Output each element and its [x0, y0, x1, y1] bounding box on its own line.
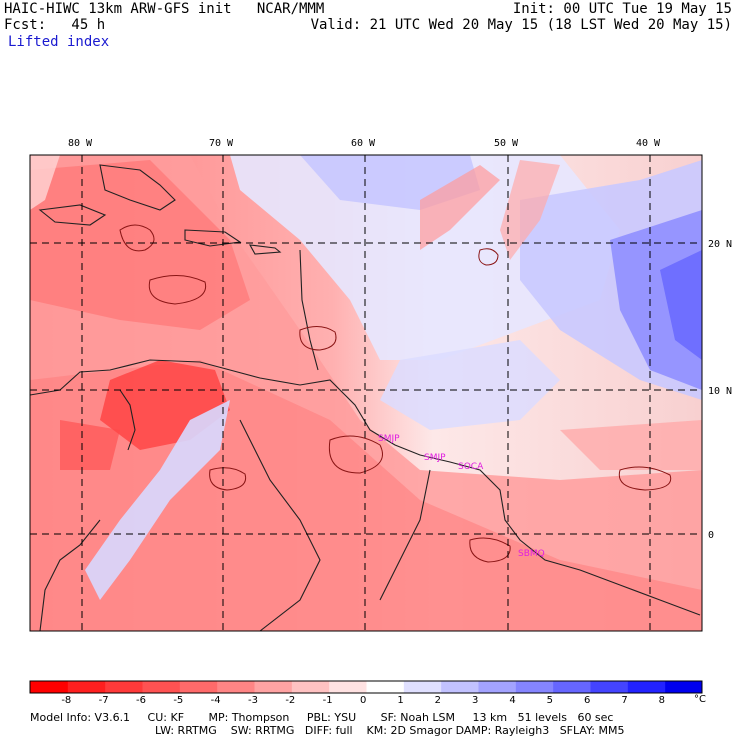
station-label: SMJP: [424, 453, 446, 463]
colorbar-tick-label: -4: [210, 695, 221, 706]
colorbar-swatch: [30, 681, 68, 693]
colorbar-tick-label: -3: [248, 695, 258, 706]
colorbar-swatch: [216, 681, 255, 693]
valid-time: Valid: 21 UTC Wed 20 May 15 (18 LST Wed …: [310, 17, 732, 33]
map-frame: [29, 154, 703, 632]
li-contours: [119, 224, 672, 563]
coastlines: [30, 164, 701, 631]
colorbar-tick-label: 4: [509, 695, 516, 706]
colorbar-tick-label: 7: [621, 695, 628, 706]
station-labels: SMJP SMJP SOCA SBMQ: [378, 434, 545, 559]
colorbar-swatch: [478, 681, 516, 693]
colorbar-tick-label: 5: [546, 695, 554, 706]
colorbar-swatch: [67, 681, 106, 693]
colorbar-swatch: [664, 681, 703, 693]
colorbar-tick-label: 2: [434, 695, 442, 706]
model-info-line1: Model Info: V3.6.1 CU: KF MP: Thompson P…: [30, 711, 614, 724]
colorbar-tick-label: 6: [584, 695, 591, 706]
lon-label: 60 W: [351, 138, 376, 149]
lon-label: 80 W: [68, 138, 93, 149]
init-time: Init: 00 UTC Tue 19 May 15: [512, 1, 732, 17]
colorbar-swatch: [552, 681, 591, 693]
colorbar-swatch: [291, 681, 330, 693]
latitude-labels: 20 N 10 N 0: [708, 239, 732, 541]
colorbar-tick-label: -6: [136, 695, 146, 706]
station-label: SOCA: [458, 462, 484, 472]
lon-label: 70 W: [209, 138, 234, 149]
forecast-hour: Fcst: 45 h: [4, 17, 106, 33]
map-field: [30, 155, 702, 631]
model-title: HAIC-HIWC 13km ARW-GFS init NCAR/MMM: [4, 1, 325, 17]
lat-label: 10 N: [708, 386, 732, 397]
colorbar-swatch: [403, 681, 442, 693]
graticule: [30, 155, 702, 631]
lon-label: 50 W: [494, 138, 519, 149]
model-info-line2: LW: RRTMG SW: RRTMG DIFF: full KM: 2D Sm…: [155, 724, 625, 737]
station-label: SBMQ: [518, 549, 545, 559]
colorbar-swatch: [515, 681, 554, 693]
colorbar-swatch: [104, 681, 143, 693]
colorbar-tick-label: -5: [173, 695, 184, 706]
longitude-labels: 80 W 70 W 60 W 50 W 40 W: [68, 138, 661, 149]
colorbar-frame: [29, 680, 703, 694]
colorbar-tick-label: -1: [322, 695, 333, 706]
colorbar-swatch: [627, 681, 666, 693]
colorbar: [29, 680, 703, 694]
colorbar-unit: °C: [694, 694, 706, 705]
colorbar-swatch: [440, 681, 479, 693]
lat-label: 0: [708, 530, 714, 541]
station-label: SMJP: [378, 434, 400, 444]
colorbar-swatch: [254, 681, 292, 693]
colorbar-swatch: [590, 681, 628, 693]
colorbar-tick-label: -2: [285, 695, 296, 706]
colorbar-swatch: [366, 681, 404, 693]
colorbar-tick-label: 3: [472, 695, 479, 706]
colorbar-tick-label: 8: [658, 695, 666, 706]
colorbar-tick-label: -7: [98, 695, 109, 706]
colorbar-swatch: [179, 681, 218, 693]
colorbar-swatch: [328, 681, 367, 693]
colorbar-tick-label: 1: [397, 695, 404, 706]
colorbar-tick-label: 0: [360, 695, 367, 706]
field-name: Lifted index: [8, 34, 110, 50]
lat-label: 20 N: [708, 239, 732, 250]
lon-label: 40 W: [636, 138, 661, 149]
colorbar-tick-label: -8: [61, 695, 72, 706]
colorbar-swatch: [142, 681, 180, 693]
